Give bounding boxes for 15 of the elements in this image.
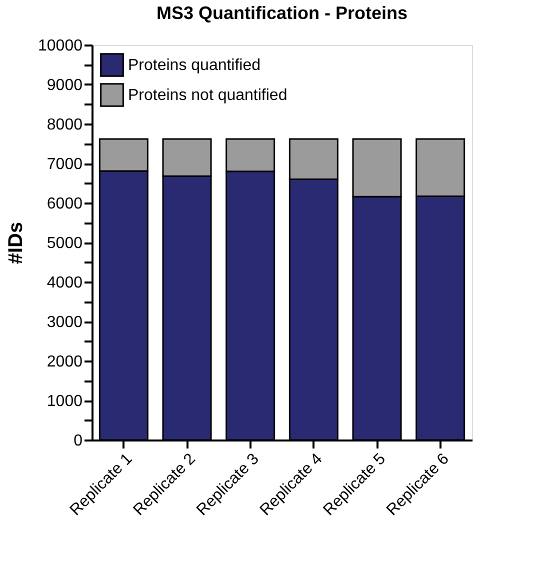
y-tick-label: 0 xyxy=(74,432,83,450)
y-axis-title: #IDs xyxy=(5,222,28,264)
legend-label: Proteins not quantified xyxy=(128,87,288,104)
y-tick-label: 6000 xyxy=(46,196,83,212)
y-tick-label: 3000 xyxy=(46,314,83,331)
y-tick-label: 9000 xyxy=(46,77,83,94)
y-tick-label: 10000 xyxy=(38,38,83,54)
y-tick-label: 8000 xyxy=(46,116,83,134)
y-tick-label: 7000 xyxy=(46,156,83,173)
legend-label: Proteins quantified xyxy=(128,57,261,74)
y-tick-label: 5000 xyxy=(46,235,83,252)
chart-title: MS3 Quantification - Proteins xyxy=(156,3,408,23)
y-tick-label: 4000 xyxy=(46,274,83,292)
y-tick-label: 1000 xyxy=(46,393,83,410)
y-tick-label: 2000 xyxy=(46,354,83,370)
